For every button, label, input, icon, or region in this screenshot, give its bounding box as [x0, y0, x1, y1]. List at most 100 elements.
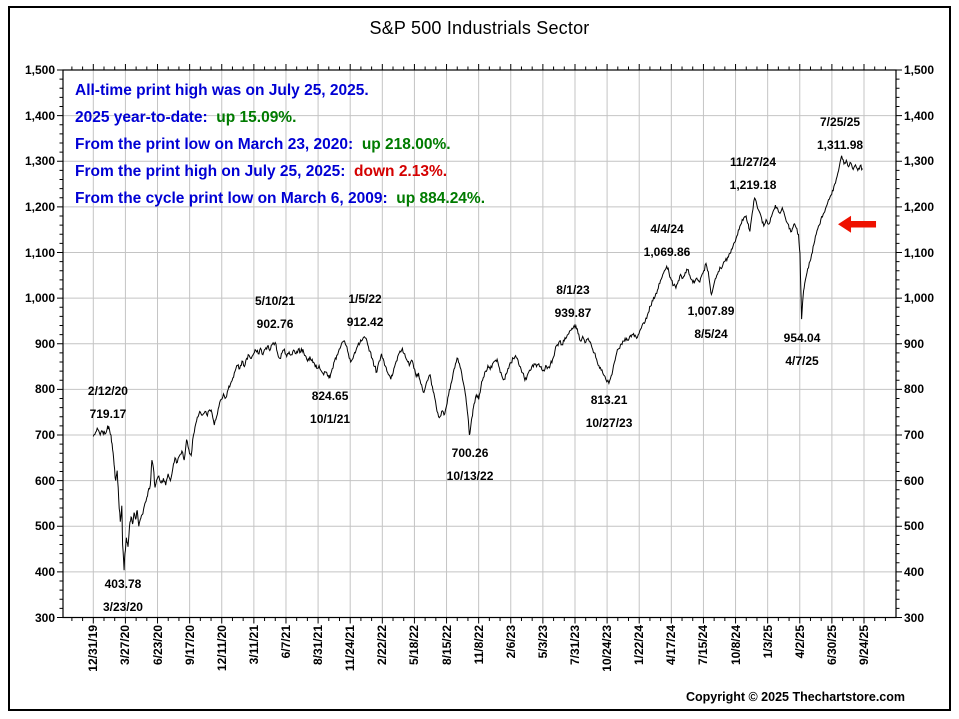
y-axis-label-left: 400 [34, 564, 55, 579]
copyright-text: Copyright © 2025 Thechartstore.com [686, 690, 905, 704]
y-axis-label-left: 1,500 [24, 63, 55, 77]
point-label: 11/27/24 [729, 155, 777, 170]
x-axis-label: 3/11/21 [246, 625, 261, 665]
plot-border [62, 69, 897, 619]
y-axis-label-left: 700 [34, 428, 55, 442]
stats-segment: 2025 year-to-date: [75, 109, 217, 126]
y-axis-label-left: 300 [34, 610, 55, 625]
y-axis-label-right: 500 [904, 519, 925, 534]
x-axis-label: 3/27/20 [118, 625, 133, 666]
point-label: 4/4/24 [650, 221, 684, 236]
stats-line: 2025 year-to-date: up 15.09%. [75, 104, 485, 131]
x-axis-label: 10/24/23 [600, 625, 615, 672]
point-label: 700.26 [451, 445, 489, 460]
point-label: 912.42 [346, 315, 384, 330]
page-border [8, 6, 951, 711]
price-line [92, 155, 863, 571]
chart-title: S&P 500 Industrials Sector [369, 18, 590, 38]
point-label: 813.21 [590, 392, 628, 407]
point-label: 954.04 [783, 330, 821, 345]
x-axis-label: 1/3/25 [760, 625, 775, 659]
y-axis-label-left: 500 [34, 519, 55, 534]
y-axis-label-right: 900 [904, 336, 925, 351]
x-axis-label: 5/18/22 [407, 625, 422, 666]
y-axis-label-right: 300 [904, 610, 925, 625]
point-label: 2/12/20 [87, 383, 128, 398]
y-axis-label-left: 600 [34, 473, 55, 488]
point-label: 7/25/25 [820, 115, 861, 129]
x-axis-label: 1/22/24 [632, 625, 647, 666]
point-label: 719.17 [89, 406, 127, 421]
point-label: 824.65 [311, 388, 349, 403]
x-axis-label: 8/15/22 [439, 625, 454, 666]
stats-box: All-time print high was on July 25, 2025… [75, 77, 485, 212]
x-axis-label: 7/31/23 [567, 625, 582, 666]
point-label: 10/13/22 [446, 468, 494, 483]
x-axis-label: 11/8/22 [471, 625, 486, 665]
point-label: 1,069.86 [643, 244, 691, 259]
y-axis-label-left: 1,100 [24, 245, 55, 260]
x-axis-label: 9/17/20 [182, 625, 197, 666]
stats-line: All-time print high was on July 25, 2025… [75, 77, 485, 104]
y-axis-label-right: 1,300 [904, 154, 935, 169]
y-axis-label-right: 1,200 [904, 199, 935, 214]
y-axis-label-right: 600 [904, 473, 925, 488]
x-axis-label: 6/30/25 [824, 625, 839, 666]
point-label: 5/10/21 [254, 293, 296, 308]
stats-segment: down 2.13%. [354, 163, 448, 180]
x-axis-label: 2/22/22 [375, 625, 390, 666]
x-axis-label: 8/31/21 [311, 625, 326, 666]
y-axis-label-right: 400 [904, 564, 925, 579]
y-axis-label-left: 1,400 [24, 108, 55, 123]
y-axis-label-left: 1,300 [24, 154, 55, 169]
stats-segment: up 218.00%. [361, 136, 451, 153]
stats-line: From the print high on July 25, 2025: do… [75, 158, 485, 185]
point-label: 4/7/25 [785, 353, 819, 368]
stats-segment: up 884.24%. [396, 190, 486, 207]
point-label: 1/5/22 [348, 292, 382, 307]
x-axis-label: 2/6/23 [503, 625, 518, 659]
y-axis-label-right: 1,400 [904, 108, 935, 123]
point-label: 939.87 [554, 305, 592, 320]
y-axis-label-right: 800 [904, 382, 925, 397]
x-axis-label: 7/15/24 [696, 625, 711, 666]
point-label: 1,311.98 [817, 138, 864, 152]
y-axis-label-right: 700 [904, 428, 925, 442]
x-axis-label: 4/17/24 [664, 625, 679, 666]
x-axis-label: 6/7/21 [278, 625, 293, 659]
stats-segment: From the cycle print low on March 6, 200… [75, 190, 397, 207]
x-axis-label: 6/23/20 [150, 625, 165, 666]
point-label: 902.76 [256, 316, 294, 331]
stats-segment: up 15.09%. [216, 109, 297, 126]
point-label: 3/23/20 [102, 600, 143, 615]
x-axis-label: 10/8/24 [728, 625, 743, 666]
stats-segment: From the print low on March 23, 2020: [75, 136, 362, 153]
x-axis-label: 9/24/25 [857, 625, 871, 666]
x-axis-label: 11/24/21 [343, 625, 358, 672]
y-axis-label-left: 1,000 [24, 291, 55, 306]
stats-segment: From the print high on July 25, 2025: [75, 163, 355, 180]
y-axis-label-left: 1,200 [24, 199, 55, 214]
y-axis-label-right: 1,100 [904, 245, 935, 260]
y-axis-label-right: 1,000 [904, 291, 935, 306]
x-axis-label: 4/2/25 [792, 625, 807, 659]
y-axis-label-left: 800 [34, 382, 55, 397]
point-label: 8/1/23 [556, 282, 590, 297]
stats-line: From the cycle print low on March 6, 200… [75, 185, 485, 212]
left-arrow-marker [838, 215, 877, 233]
point-label: 403.78 [104, 577, 142, 592]
x-axis-label: 5/3/23 [535, 625, 550, 659]
stats-segment: All-time print high was on July 25, 2025… [75, 82, 369, 99]
point-label: 10/27/23 [585, 415, 633, 430]
x-axis-label: 12/11/20 [214, 625, 229, 672]
stats-line: From the print low on March 23, 2020: up… [75, 131, 485, 158]
y-axis-label-right: 1,500 [904, 63, 935, 77]
x-axis-label: 12/31/19 [86, 625, 101, 672]
y-axis-label-left: 900 [34, 336, 55, 351]
point-label: 1,219.18 [729, 178, 777, 193]
point-label: 8/5/24 [694, 326, 728, 341]
point-label: 10/1/21 [310, 411, 351, 426]
point-label: 1,007.89 [687, 303, 735, 318]
